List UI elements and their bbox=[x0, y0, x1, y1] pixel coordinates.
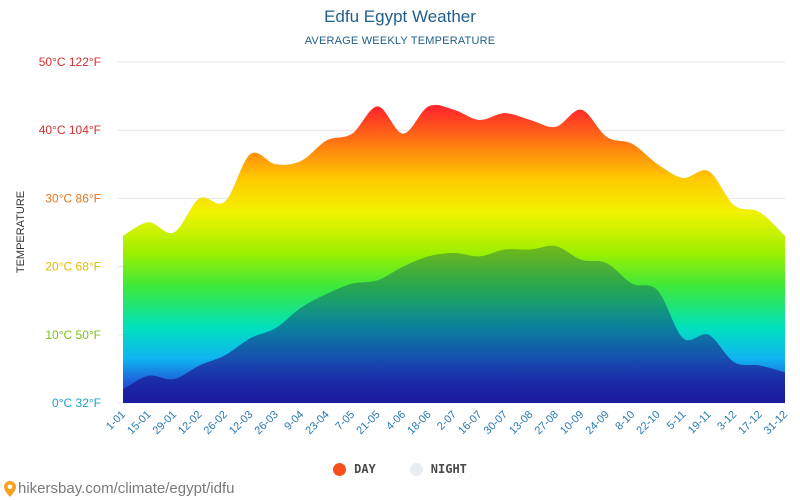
x-tick-label: 21-05 bbox=[354, 409, 382, 437]
chart-title: Edfu Egypt Weather bbox=[324, 7, 476, 26]
plot-area bbox=[123, 104, 785, 404]
y-axis-ticks: 0°C 32°F 10°C 50°F 20°C 68°F 30°C 86°F 40°C … bbox=[39, 55, 101, 410]
x-tick-label: 17-12 bbox=[736, 409, 764, 437]
legend-item-night[interactable]: NIGHT bbox=[409, 462, 467, 476]
day-dot-icon bbox=[333, 462, 347, 476]
y-tick-label: 40°C 104°F bbox=[39, 123, 101, 137]
series-area-night bbox=[123, 245, 785, 403]
legend-night-label: NIGHT bbox=[430, 462, 467, 476]
chart-subtitle: AVERAGE WEEKLY TEMPERATURE bbox=[304, 35, 496, 47]
x-tick-label: 13-08 bbox=[507, 409, 535, 437]
x-tick-label: 27-08 bbox=[533, 409, 561, 437]
x-tick-label: 12-02 bbox=[176, 409, 204, 437]
night-dot-icon bbox=[409, 462, 423, 476]
x-tick-label: 31-12 bbox=[762, 409, 790, 437]
x-tick-label: 5-11 bbox=[665, 409, 688, 432]
x-tick-label: 12-03 bbox=[227, 409, 255, 437]
source-link[interactable]: hikersbay.com/climate/egypt/idfu bbox=[4, 480, 234, 497]
temperature-chart: 0°C 32°F 10°C 50°F 20°C 68°F 30°C 86°F 40°C … bbox=[39, 55, 790, 437]
x-tick-label: 18-06 bbox=[405, 409, 433, 437]
x-tick-label: 29-01 bbox=[151, 409, 179, 437]
x-tick-label: 19-11 bbox=[686, 409, 714, 437]
x-tick-label: 30-07 bbox=[482, 409, 510, 437]
x-tick-label: 24-09 bbox=[584, 409, 612, 437]
y-tick-label: 30°C 86°F bbox=[45, 191, 101, 205]
y-tick-label: 10°C 50°F bbox=[45, 328, 101, 342]
legend-day-label: DAY bbox=[354, 462, 376, 476]
source-url: hikersbay.com/climate/egypt/idfu bbox=[18, 480, 235, 497]
x-tick-label: 10-09 bbox=[558, 409, 586, 437]
x-tick-label: 16-07 bbox=[456, 409, 484, 437]
map-pin-icon bbox=[4, 480, 16, 497]
legend-item-day[interactable]: DAY bbox=[333, 462, 376, 476]
y-tick-label: 20°C 68°F bbox=[45, 260, 101, 274]
x-tick-label: 26-03 bbox=[253, 409, 281, 437]
x-tick-label: 23-04 bbox=[303, 409, 331, 437]
x-tick-label: 22-10 bbox=[634, 409, 662, 437]
y-tick-label: 0°C 32°F bbox=[52, 396, 101, 410]
y-tick-label: 50°C 122°F bbox=[39, 55, 101, 69]
x-tick-label: 15-01 bbox=[125, 409, 153, 437]
legend: DAY NIGHT bbox=[0, 462, 800, 476]
x-tick-label: 26-02 bbox=[202, 409, 230, 437]
